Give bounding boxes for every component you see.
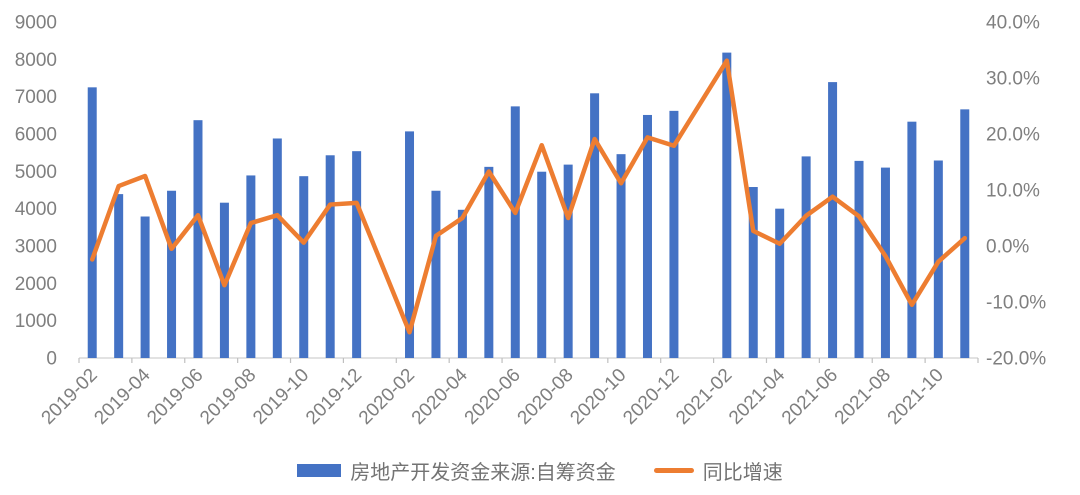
y-right-tick-label: 30.0% [986, 69, 1040, 90]
bar-2020-09 [590, 93, 600, 358]
bar-2019-06 [193, 120, 203, 358]
x-tick-label: 2019-10 [249, 365, 313, 429]
legend-line-swatch [653, 467, 694, 473]
x-tick-label: 2020-08 [514, 365, 578, 429]
y-left-tick-label: 7000 [15, 87, 57, 108]
bar-2021-08 [880, 167, 890, 358]
bar-2020-08 [563, 164, 573, 358]
bar-2019-10 [299, 176, 309, 358]
bar-2020-06 [510, 106, 520, 358]
y-right-tick-label: -20.0% [986, 349, 1046, 370]
bar-2021-05 [801, 156, 811, 358]
y-right-tick-label: 40.0% [986, 13, 1040, 34]
bar-2019-04 [140, 216, 150, 358]
bar-2021-11 [960, 109, 970, 358]
legend-bar-label: 房地产开发资金来源:自筹资金 [350, 461, 616, 484]
bar-2021-04 [775, 208, 785, 358]
legend-item-bar-series: 房地产开发资金来源:自筹资金 [297, 456, 616, 485]
x-tick-label: 2019-12 [302, 365, 366, 429]
x-tick-label: 2021-10 [884, 365, 948, 429]
chart-legend: 房地产开发资金来源:自筹资金 同比增速 [0, 449, 1080, 491]
y-right-tick-label: 0.0% [986, 237, 1029, 258]
bar-2019-08 [246, 175, 256, 358]
legend-item-line-series: 同比增速 [653, 456, 783, 485]
bar-2021-06 [828, 82, 838, 359]
y-left-tick-label: 0 [46, 349, 57, 370]
y-left-tick-label: 9000 [15, 13, 57, 34]
x-tick-label: 2020-06 [461, 365, 525, 429]
bar-2020-02 [405, 131, 415, 358]
bar-2019-05 [167, 190, 177, 358]
bar-2020-11 [642, 114, 652, 359]
yoy-growth-line [89, 58, 968, 335]
x-tick-label: 2019-06 [143, 365, 207, 429]
bar-2021-03 [748, 187, 758, 358]
x-tick-label: 2019-04 [90, 364, 154, 428]
y-left-tick-label: 5000 [15, 162, 57, 183]
bar-2020-07 [537, 171, 547, 358]
legend-line-label: 同比增速 [702, 461, 783, 484]
x-tick-label: 2020-04 [408, 364, 472, 428]
bar-2019-02 [87, 87, 97, 358]
x-tick-label: 2019-02 [38, 365, 102, 429]
x-tick-label: 2021-04 [725, 364, 789, 428]
y-left-tick-label: 3000 [15, 237, 57, 258]
x-tick-label: 2020-02 [355, 365, 419, 429]
y-left-tick-label: 2000 [15, 274, 57, 295]
x-tick-label: 2021-08 [831, 365, 895, 429]
y-right-tick-label: 20.0% [986, 125, 1040, 146]
bar-2021-07 [854, 160, 864, 358]
y-left-tick-label: 4000 [15, 199, 57, 220]
bar-2020-03 [431, 190, 441, 358]
x-tick-label: 2021-02 [672, 365, 736, 429]
bar-2020-04 [457, 209, 467, 358]
y-left-tick-label: 1000 [15, 311, 57, 332]
bar-2020-05 [484, 166, 494, 358]
bar-2020-12 [669, 110, 679, 358]
combo-chart-canvas: 9000 8000 7000 6000 5000 4000 3000 2000 1000 0 40.… [15, 13, 1047, 429]
bar-2020-10 [616, 154, 626, 358]
y-right-tick-label: -10.0% [986, 293, 1046, 314]
bar-2019-03 [114, 194, 124, 358]
bar-2019-12 [352, 151, 362, 358]
legend-bar-swatch [297, 463, 342, 477]
x-tick-label: 2020-12 [619, 365, 683, 429]
bar-2019-09 [272, 138, 282, 358]
bar-2021-02 [722, 52, 732, 358]
y-right-tick-label: 10.0% [986, 181, 1040, 202]
y-left-tick-label: 6000 [15, 125, 57, 146]
x-tick-label: 2019-08 [196, 365, 260, 429]
x-tick-label: 2021-06 [778, 365, 842, 429]
bar-2019-11 [325, 155, 335, 358]
x-tick-label: 2020-10 [566, 365, 630, 429]
y-left-tick-label: 8000 [15, 50, 57, 71]
bar-2021-09 [907, 121, 917, 359]
